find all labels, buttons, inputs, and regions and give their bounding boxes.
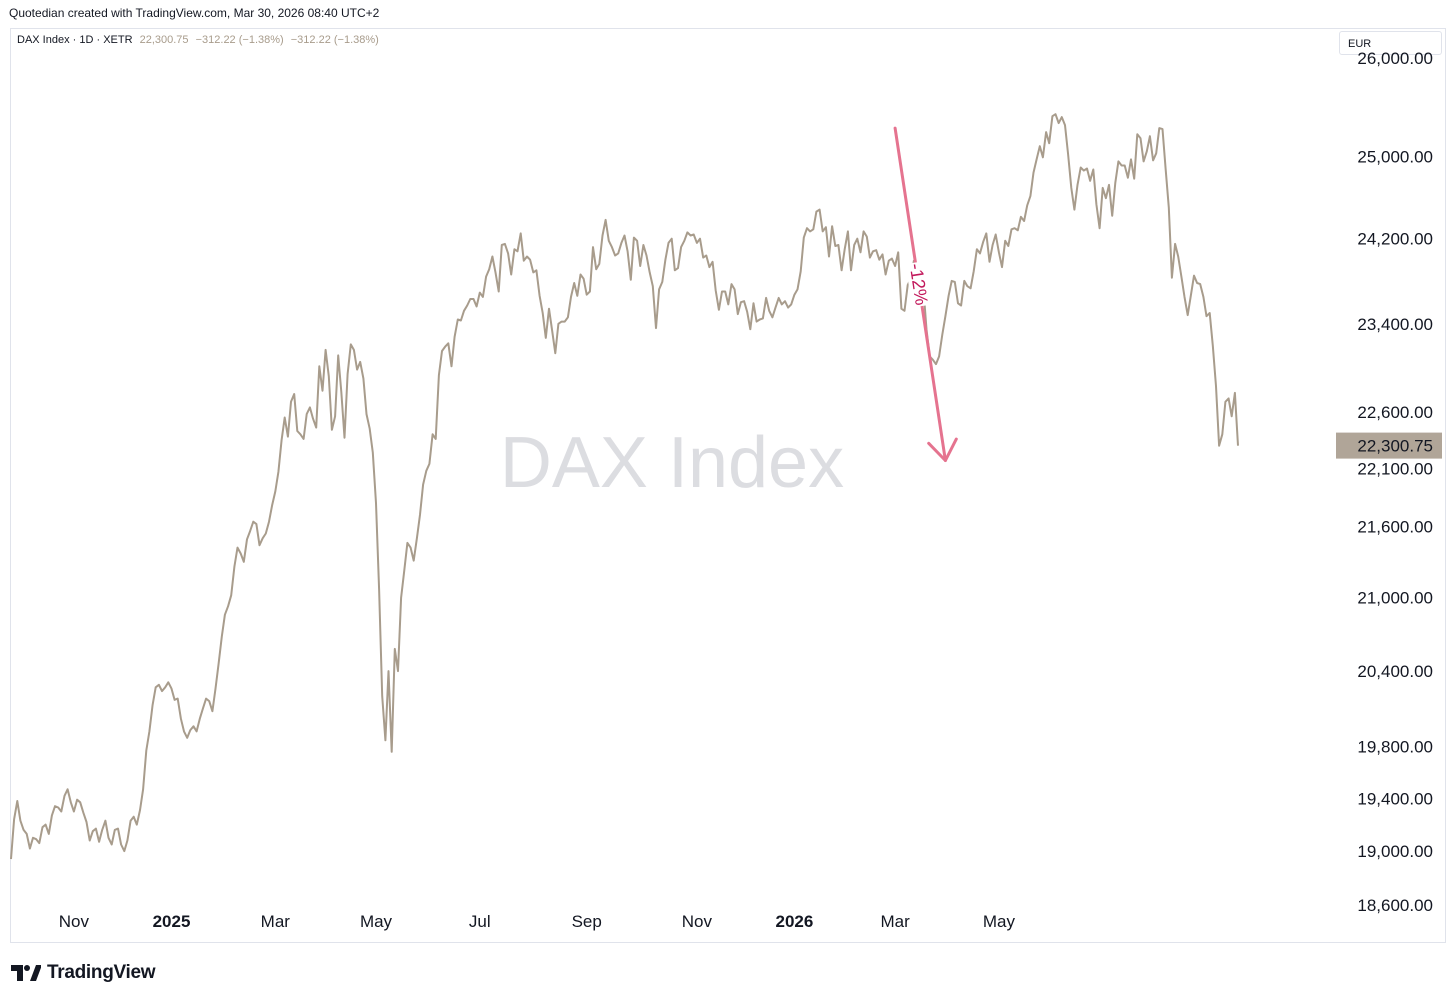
annotation-arrow-head [927,437,958,462]
chart-credit: Quotedian created with TradingView.com, … [9,6,380,20]
x-tick-label: Nov [59,912,90,931]
currency-selector[interactable]: EUR [1339,31,1442,55]
x-tick-label: May [360,912,393,931]
tradingview-logo-icon [11,965,41,981]
y-tick-label: 19,800.00 [1357,738,1433,757]
time-axis[interactable]: Nov 2025 Mar May Jul Sep Nov 2026 Mar May [59,912,1016,931]
price-axis[interactable]: 26,000.00 25,000.00 24,200.00 23,400.00 22,6… [1336,49,1442,915]
x-tick-label: Nov [682,912,713,931]
symbol-name[interactable]: DAX Index · 1D · XETR [17,34,133,46]
percent-change-annotation[interactable]: -12% [893,126,958,462]
y-tick-label: 25,000.00 [1357,147,1433,166]
y-tick-label: 22,100.00 [1357,460,1433,479]
x-tick-label: Mar [261,912,291,931]
y-tick-label: 21,000.00 [1357,589,1433,608]
tradingview-logo-text: TradingView [47,962,156,983]
y-tick-label: 18,600.00 [1357,896,1433,915]
last-price-badge [1336,432,1442,459]
y-tick-label: 21,600.00 [1357,517,1433,536]
price-change-secondary: −312.22 (−1.38%) [290,34,379,46]
x-tick-label: Sep [572,912,602,931]
annotation-label-bg [905,260,934,308]
x-tick-label: May [983,912,1016,931]
x-tick-label: Mar [880,912,910,931]
price-series-line [10,113,1239,860]
symbol-legend: DAX Index · 1D · XETR 22,300.75 −312.22 … [17,34,379,46]
y-tick-label: 19,400.00 [1357,789,1433,808]
y-tick-label: 24,200.00 [1357,230,1433,249]
x-tick-label: Jul [469,912,491,931]
y-tick-label: 19,000.00 [1357,842,1433,861]
chart-frame [10,28,1446,943]
chart-watermark: DAX Index [500,423,844,503]
price-change: −312.22 (−1.38%) [195,34,284,46]
y-tick-label: 20,400.00 [1357,662,1433,681]
y-tick-label: 23,400.00 [1357,315,1433,334]
y-tick-label: 26,000.00 [1357,49,1433,68]
y-tick-label: 22,600.00 [1357,403,1433,422]
last-price-value: 22,300.75 [139,34,189,46]
x-tick-label: 2026 [775,912,813,931]
tradingview-logo[interactable]: TradingView [11,962,156,984]
last-price-label: 22,300.75 [1357,437,1433,456]
x-tick-label: 2025 [153,912,191,931]
